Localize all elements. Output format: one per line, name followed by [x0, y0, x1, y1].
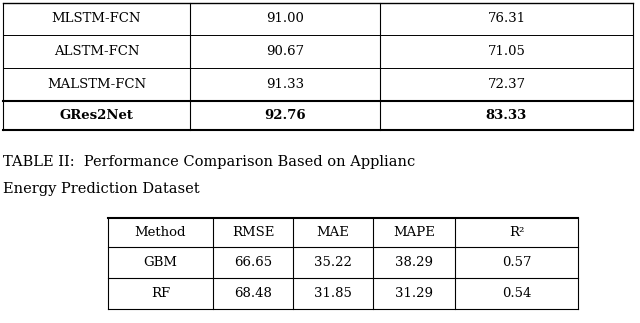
Text: MLSTM-FCN: MLSTM-FCN: [52, 13, 141, 26]
Text: 31.29: 31.29: [395, 287, 433, 300]
Text: 91.33: 91.33: [266, 78, 304, 91]
Text: GBM: GBM: [143, 256, 177, 269]
Text: 92.76: 92.76: [264, 109, 306, 122]
Text: RMSE: RMSE: [232, 226, 274, 239]
Text: 35.22: 35.22: [314, 256, 352, 269]
Text: 68.48: 68.48: [234, 287, 272, 300]
Text: Method: Method: [135, 226, 186, 239]
Text: Energy Prediction Dataset: Energy Prediction Dataset: [3, 182, 200, 196]
Text: 76.31: 76.31: [488, 13, 525, 26]
Text: 0.54: 0.54: [502, 287, 531, 300]
Text: MAPE: MAPE: [393, 226, 435, 239]
Text: GRes2Net: GRes2Net: [60, 109, 133, 122]
Text: 83.33: 83.33: [486, 109, 527, 122]
Text: RF: RF: [151, 287, 170, 300]
Text: 72.37: 72.37: [488, 78, 525, 91]
Text: TABLE II:  Performance Comparison Based on Applianc: TABLE II: Performance Comparison Based o…: [3, 155, 415, 169]
Text: 66.65: 66.65: [234, 256, 272, 269]
Text: 91.00: 91.00: [266, 13, 304, 26]
Text: MALSTM-FCN: MALSTM-FCN: [47, 78, 146, 91]
Text: 71.05: 71.05: [488, 45, 525, 58]
Text: R²: R²: [509, 226, 524, 239]
Text: 31.85: 31.85: [314, 287, 352, 300]
Text: 90.67: 90.67: [266, 45, 304, 58]
Text: 38.29: 38.29: [395, 256, 433, 269]
Text: MAE: MAE: [317, 226, 349, 239]
Text: ALSTM-FCN: ALSTM-FCN: [54, 45, 140, 58]
Text: 0.57: 0.57: [502, 256, 531, 269]
